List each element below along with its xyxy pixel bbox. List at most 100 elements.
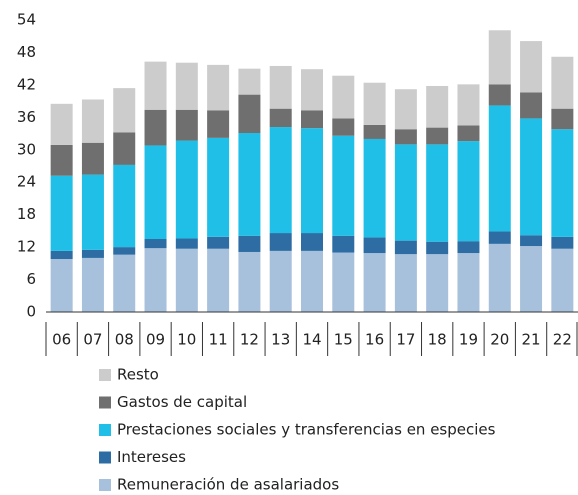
bar-segment [269,108,292,128]
bar-segment [551,108,574,130]
bar-segment [301,110,323,129]
legend-label: Gastos de capital [117,393,247,411]
bar-segment [488,105,511,232]
bar-segment [81,99,104,143]
bar-segment [394,240,417,255]
y-tick-label: 42 [17,75,36,93]
bar-segment [113,88,136,133]
bar-segment [332,135,355,236]
bar-segment [144,61,167,110]
bar-segment [269,233,292,251]
bar-segment [551,236,574,249]
bar-segment [488,84,511,106]
legend-swatch [99,396,111,409]
bar-segment [175,62,198,110]
legend-swatch [99,369,111,381]
x-tick-label: 09 [146,331,165,349]
bar-segment [363,237,386,254]
bar-segment [175,109,198,141]
x-tick-label: 14 [302,331,321,349]
bar-segment [238,68,261,95]
bar-segment [113,164,136,248]
bar-segment [520,246,543,312]
bar-segment [394,254,417,312]
bar-segment [144,145,167,239]
bar-segment [301,233,323,251]
bar-segment [457,241,480,254]
bar-segment [113,254,136,312]
bar-segment [394,144,417,241]
bar-segment [520,41,543,93]
x-tick-label: 11 [209,331,228,349]
bar-segment [144,239,167,249]
x-tick-label: 07 [83,331,102,349]
bar-segment [457,141,480,242]
bar-segment [363,138,386,238]
bar-segment [488,30,511,85]
bar-segment [238,251,261,312]
bar-segment [457,253,480,312]
y-tick-label: 18 [17,205,36,223]
bar-segment [426,127,449,145]
bar-segment [207,110,230,138]
bar-segment [332,235,355,253]
bar-segment [363,124,386,139]
bar-segment [175,238,198,249]
bar-segment [113,247,136,255]
bar-segment [207,236,230,249]
bar-segment [81,257,104,312]
x-tick-label: 08 [115,331,134,349]
bar-segment [426,241,449,255]
legend-swatch [99,451,111,464]
bar-segment [457,125,480,142]
bar-segment [50,259,73,312]
legend-label: Intereses [117,448,186,466]
bar-segment [457,84,480,126]
bar-segment [394,89,417,130]
bar-segment [301,128,323,234]
y-tick-label: 54 [17,11,36,29]
bar-segment [363,82,386,125]
bar-segment [238,133,261,236]
bar-segment [81,142,104,175]
bar-segment [332,252,355,312]
bar-segment [520,92,543,119]
bar-segment [269,250,292,312]
x-tick-label: 13 [271,331,290,349]
bar-segment [551,56,574,109]
y-tick-label: 30 [17,140,36,158]
bar-segment [394,129,417,145]
bar-segment [113,132,136,165]
bar-segment [551,248,574,312]
bar-segment [488,231,511,244]
bar-segment [426,144,449,242]
legend-label: Remuneración de asalariados [117,476,339,494]
bar-segment [426,85,449,128]
bar-segment [363,253,386,312]
bar-segment [238,235,261,252]
bar-segment [269,65,292,109]
legend-label: Prestaciones sociales y transferencias e… [117,421,496,439]
bar-segment [207,137,230,237]
x-tick-label: 16 [365,331,384,349]
x-tick-label: 20 [490,331,509,349]
bar-segment [238,94,261,134]
bar-segment [301,69,323,111]
y-tick-label: 12 [17,238,36,256]
bar-segment [520,118,543,236]
x-tick-label: 18 [428,331,447,349]
bar-segment [144,109,167,146]
bar-segment [50,144,73,176]
legend-swatch [99,479,111,491]
x-tick-label: 22 [553,331,572,349]
y-tick-label: 36 [17,108,36,126]
bar-segment [207,64,230,111]
x-tick-label: 15 [334,331,353,349]
y-tick-label: 48 [17,43,36,61]
x-tick-label: 12 [240,331,259,349]
bar-segment [488,243,511,312]
x-tick-label: 06 [52,331,71,349]
bar-segment [332,75,355,119]
bar-segment [81,174,104,250]
